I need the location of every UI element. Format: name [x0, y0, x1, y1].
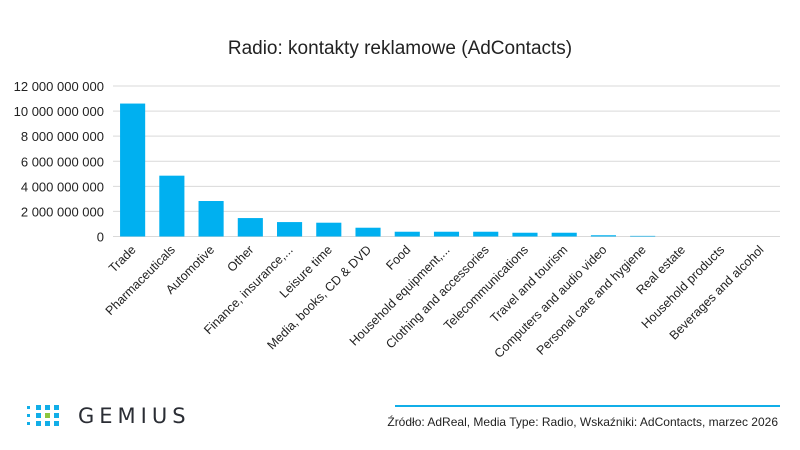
- logo-dots-icon: [27, 405, 59, 426]
- x-tick-label: Pharmaceuticals: [103, 243, 178, 318]
- bar: [590, 235, 616, 237]
- y-tick-label: 4 000 000 000: [21, 179, 104, 194]
- bar: [394, 231, 420, 237]
- y-tick-label: 6 000 000 000: [21, 154, 104, 169]
- source-note: Źródło: AdReal, Media Type: Radio, Wskaź…: [387, 415, 778, 429]
- y-tick-label: 2 000 000 000: [21, 204, 104, 219]
- y-tick-label: 8 000 000 000: [21, 129, 104, 144]
- bar: [159, 175, 185, 237]
- x-tick-label: Trade: [106, 243, 139, 276]
- source-divider: [395, 405, 780, 407]
- bar: [316, 222, 342, 237]
- chart-title: Radio: kontakty reklamowe (AdContacts): [227, 38, 573, 59]
- gemius-logo: GEMIUS: [26, 404, 191, 428]
- bar: [198, 201, 224, 237]
- bar: [120, 103, 146, 237]
- logo-text: GEMIUS: [78, 404, 191, 428]
- y-tick-label: 0: [97, 230, 104, 245]
- y-tick-label: 10 000 000 000: [14, 104, 104, 119]
- bar: [277, 222, 303, 237]
- bar: [551, 232, 577, 237]
- x-tick-label: Food: [383, 243, 413, 273]
- bar: [237, 218, 263, 237]
- bar: [355, 227, 381, 237]
- x-tick-label: Other: [224, 243, 256, 275]
- y-tick-label: 12 000 000 000: [14, 79, 104, 94]
- bar: [512, 232, 538, 237]
- bar-chart: 0 2 000 000 000 4 000 000 000 6 000 000 000…: [14, 79, 780, 361]
- bar: [630, 235, 656, 237]
- bar: [433, 231, 460, 237]
- bar: [473, 231, 499, 237]
